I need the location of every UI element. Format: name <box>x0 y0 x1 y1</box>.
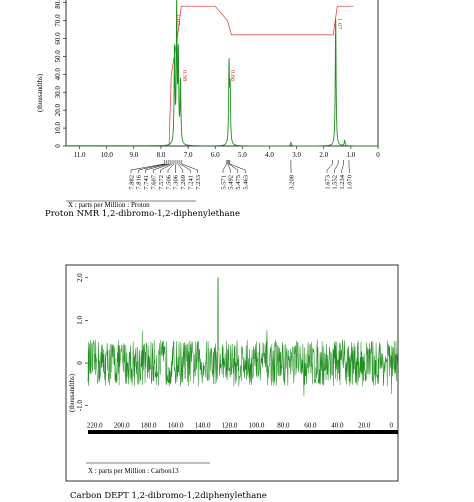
proton-x-ticks: 11.0 10.0 9.0 8.0 7.0 6.0 5.0 4.0 3.0 2.0 1.0 0 <box>74 146 380 159</box>
proton-peak-leader <box>222 160 228 173</box>
proton-peak-labels: 7.882 7.816 7.741 7.607 7.572 7.506 7.306 7.269… <box>128 160 354 190</box>
proton-peak-label: 5.571 <box>220 175 227 190</box>
proton-peak-label: 7.269 <box>180 175 187 190</box>
proton-x-tick-label: 7.0 <box>184 151 193 159</box>
carbon-x-tick-label: 80.0 <box>277 422 290 430</box>
proton-y-tick-label: 20.0 <box>54 104 62 117</box>
proton-peak-label: 7.816 <box>136 174 143 189</box>
proton-x-axis-title: X : parts per Million : Proton <box>68 201 150 209</box>
carbon-x-tick-label: 140.0 <box>195 422 211 430</box>
proton-peak-leader <box>229 160 246 173</box>
proton-peak-leader <box>334 160 339 173</box>
carbon-x-tick-label: 0 <box>390 422 394 430</box>
proton-peak-leader <box>179 160 191 173</box>
proton-y-tick-label: 80.0 <box>54 0 62 9</box>
proton-peak-label: 7.306 <box>173 174 180 189</box>
proton-y-tick-label: 0 <box>54 144 62 148</box>
proton-plot-frame <box>65 0 379 147</box>
carbon-y-tick-label: 0 <box>76 361 84 365</box>
proton-x-tick-label: 5.0 <box>238 151 247 159</box>
carbon-x-tick-label: 220.0 <box>87 422 103 430</box>
proton-x-tick-label: 4.0 <box>265 151 274 159</box>
carbon-x-tick-label: 20.0 <box>358 422 371 430</box>
proton-peak-leader <box>160 160 173 173</box>
proton-peak-leader <box>175 160 177 173</box>
proton-x-tick-label: 8.0 <box>157 151 166 159</box>
proton-y-ticks: 0 10.0 20.0 30.0 40.0 50.0 60.0 70.0 80.0 <box>54 0 66 148</box>
carbon-plot-frame <box>65 264 399 482</box>
proton-integral-labels: 1.07 0.98 0.66 1.07 <box>174 14 343 82</box>
proton-x-tick-label: 0 <box>376 151 380 159</box>
carbon-x-tick-label: 160.0 <box>168 422 184 430</box>
carbon-y-tick-label: 2.0 <box>76 273 84 282</box>
carbon-x-ticks: 220.0 200.0 180.0 160.0 140.0 120.0 100.0 80.0 6… <box>87 422 398 434</box>
proton-y-tick-label: 10.0 <box>54 121 62 134</box>
proton-y-tick-label: 40.0 <box>54 68 62 81</box>
carbon-y-tick-label: 1.0 <box>76 316 84 325</box>
proton-peak-leader <box>228 160 239 173</box>
proton-peak-label: 7.882 <box>128 175 135 190</box>
proton-peak-leader <box>181 160 198 173</box>
carbon-caption: Carbon DEPT 1,2-dibromo-1,2diphenylethan… <box>70 491 267 501</box>
proton-integral-label: 1.07 <box>174 14 181 26</box>
proton-spectrum-line <box>66 0 378 147</box>
proton-peak-label: 7.241 <box>188 175 195 190</box>
proton-peak-label: 7.233 <box>195 175 202 190</box>
proton-integral-curve <box>66 5 354 146</box>
carbon-x-tick-label: 40.0 <box>331 422 344 430</box>
proton-peak-label: 1.070 <box>347 175 354 190</box>
carbon-dept-chart: -1.0 0 1.0 2.0 (thousandths) 220.0 200.0 180.… <box>65 264 399 482</box>
carbon-x-axis-band <box>88 430 398 434</box>
proton-peak-label: 5.492 <box>228 175 235 190</box>
proton-peak-leader <box>152 160 171 173</box>
proton-x-tick-label: 6.0 <box>211 151 220 159</box>
proton-nmr-chart: 0 10.0 20.0 30.0 40.0 50.0 60.0 70.0 80.0 (thous… <box>36 0 380 209</box>
carbon-x-tick-label: 100.0 <box>249 422 265 430</box>
carbon-spectrum-line <box>87 277 399 396</box>
carbon-x-tick-label: 180.0 <box>141 422 157 430</box>
proton-peak-label: 7.607 <box>151 174 158 189</box>
proton-integral-label: 0.66 <box>229 70 236 82</box>
proton-peak-leader <box>341 160 344 173</box>
proton-peak-leader <box>227 160 231 173</box>
proton-peak-leader <box>177 160 184 173</box>
carbon-x-tick-label: 60.0 <box>304 422 317 430</box>
proton-y-tick-label: 70.0 <box>54 14 62 27</box>
carbon-y-tick-label: -1.0 <box>76 400 84 412</box>
proton-y-tick-label: 50.0 <box>54 50 62 63</box>
proton-x-tick-label: 10.0 <box>101 151 114 159</box>
proton-peak-label: 7.741 <box>143 175 150 190</box>
proton-x-tick-label: 3.0 <box>292 151 301 159</box>
proton-x-tick-label: 11.0 <box>74 151 86 159</box>
proton-peak-label: 1.552 <box>332 175 339 190</box>
carbon-x-axis-title: X : parts per Million : Carbon13 <box>88 467 179 475</box>
proton-caption: Proton NMR 1,2-dibromo-1,2-diphenylethan… <box>45 209 241 219</box>
proton-peak-label: 1.234 <box>339 174 346 189</box>
proton-peak-leader <box>326 160 333 173</box>
proton-y-tick-label: 30.0 <box>54 86 62 99</box>
proton-peak-leader <box>167 160 175 173</box>
carbon-y-axis-label: (thousandths) <box>68 373 76 412</box>
proton-integral-label: 0.98 <box>181 70 188 81</box>
proton-peak-label: 1.673 <box>324 175 331 190</box>
proton-integral-label: 1.07 <box>336 18 343 30</box>
proton-x-tick-label: 9.0 <box>129 151 138 159</box>
carbon-y-ticks: -1.0 0 1.0 2.0 <box>76 273 88 411</box>
proton-peak-label: 7.506 <box>165 174 172 189</box>
proton-peak-label: 3.208 <box>288 175 295 190</box>
proton-peak-label: 7.572 <box>158 175 165 190</box>
proton-y-axis-label: (thousandths) <box>36 73 44 112</box>
proton-x-tick-label: 1.0 <box>346 151 355 159</box>
proton-peak-leader <box>130 160 165 173</box>
carbon-x-tick-label: 200.0 <box>114 422 130 430</box>
proton-peak-leader <box>138 160 167 173</box>
proton-peak-label: 5.463 <box>243 175 250 190</box>
proton-x-tick-label: 2.0 <box>319 151 328 159</box>
proton-peak-label: 5.475 <box>235 175 242 190</box>
proton-peak-leader <box>145 160 169 173</box>
carbon-x-tick-label: 120.0 <box>222 422 238 430</box>
proton-y-tick-label: 60.0 <box>54 32 62 45</box>
